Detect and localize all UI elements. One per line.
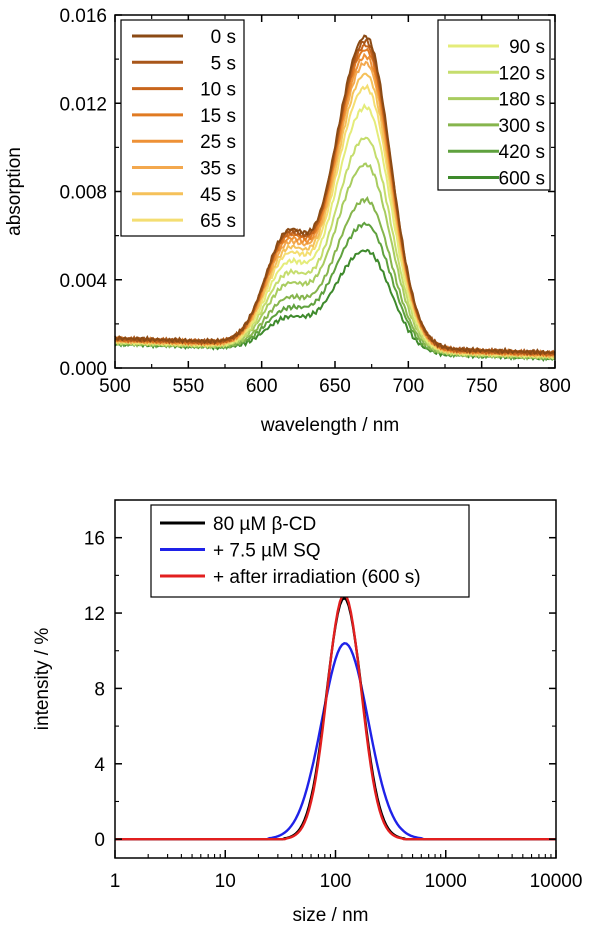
y-tick-label: 0.008 [59, 183, 107, 204]
legend-label: 5 s [211, 53, 236, 74]
x-tick-label: 10 [215, 871, 236, 892]
legend-label: 15 s [200, 106, 236, 127]
legend-label: 420 s [499, 142, 545, 163]
legend-right: 90 s 120 s 180 s 300 s 420 s 600 s [437, 19, 551, 191]
legend-left-box [120, 19, 245, 237]
legend-left: 0 s 5 s 10 s 15 s 25 s 35 s 45 s 65 s [120, 19, 245, 237]
legend-label: 80 µM β-CD [213, 514, 316, 535]
x-tick-label: 800 [539, 376, 571, 397]
series-line-420s [114, 221, 556, 362]
legend-label: 600 s [499, 169, 545, 190]
legend-label: 25 s [200, 132, 236, 153]
series-line-2 [115, 592, 556, 841]
series-line-0s [114, 34, 556, 357]
series-line-0 [115, 596, 556, 841]
legend-label: 120 s [499, 63, 545, 84]
x-tick-label: 600 [246, 376, 278, 397]
legend-label: 180 s [499, 90, 545, 111]
x-axis-title: wavelength / nm [260, 415, 399, 436]
y-tick-label: 0.000 [59, 359, 107, 380]
legend-label: 35 s [200, 159, 236, 180]
x-tick-label: 10000 [530, 871, 583, 892]
legend-right-box [437, 19, 551, 191]
legend: 80 µM β-CD + 7.5 µM SQ + after irradiation… [150, 504, 470, 598]
y-axis-title: intensity / % [32, 628, 53, 731]
y-tick-label: 4 [94, 755, 105, 776]
legend-label: 65 s [200, 211, 236, 232]
y-tick-label: 16 [84, 529, 105, 550]
x-tick-label: 550 [172, 376, 204, 397]
legend-label: 90 s [509, 37, 545, 58]
x-tick-label: 700 [392, 376, 424, 397]
y-tick-label: 0.016 [59, 6, 107, 27]
legend-label: + 7.5 µM SQ [213, 541, 321, 562]
legend-label: 0 s [211, 27, 236, 48]
series-line-1 [115, 642, 556, 841]
x-tick-label: 750 [466, 376, 498, 397]
legend-label: + after irradiation (600 s) [213, 567, 421, 588]
x-tick-label: 100 [320, 871, 352, 892]
size-distribution-chart: 1 10 100 1000 10000 0 4 8 12 16 size / nm intensity… [32, 499, 583, 926]
x-tick-label: 1000 [425, 871, 467, 892]
y-tick-label: 0.012 [59, 94, 107, 115]
legend-label: 10 s [200, 80, 236, 101]
y-tick-label: 12 [84, 604, 105, 625]
legend-label: 45 s [200, 185, 236, 206]
legend-label: 300 s [499, 116, 545, 137]
absorption-chart: 500 550 600 650 700 750 800 0.000 0.004 0.008 0.01… [4, 6, 571, 436]
y-tick-label: 8 [94, 679, 105, 700]
y-tick-label: 0 [94, 830, 105, 851]
x-tick-label: 650 [319, 376, 351, 397]
x-tick-label: 1 [110, 871, 121, 892]
x-tick-label: 500 [99, 376, 131, 397]
y-axis-title: absorption [4, 147, 25, 236]
y-tick-label: 0.004 [59, 271, 107, 292]
x-axis-title: size / nm [292, 905, 368, 926]
